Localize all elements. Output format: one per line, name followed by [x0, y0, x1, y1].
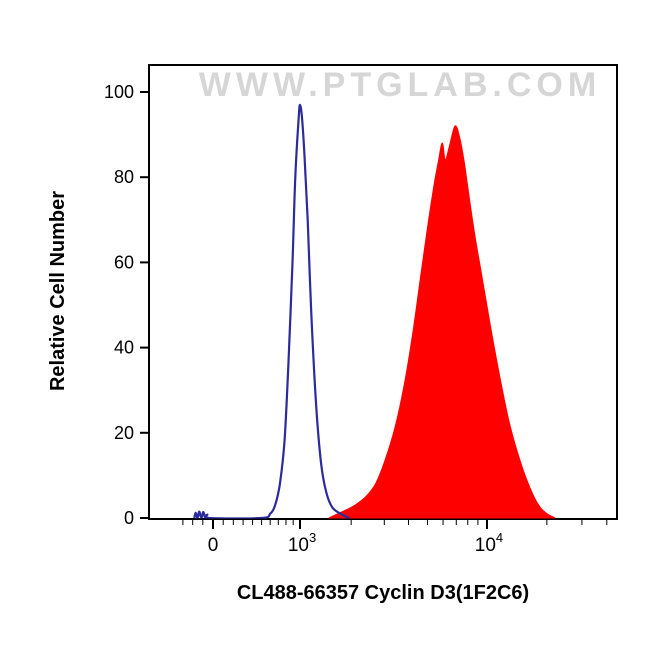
watermark: WWW.PTGLAB.COM	[198, 66, 602, 104]
filled-histogram-series	[328, 125, 556, 519]
x-axis-title: CL488-66357 Cyclin D3(1F2C6)	[236, 582, 530, 604]
plot-frame	[148, 64, 618, 520]
y-axis-title: Relative Cell Number	[47, 190, 69, 392]
x-axis-tick-label: 103	[288, 530, 316, 556]
y-axis-tick-label: 80	[114, 167, 134, 187]
y-axis-tick-label: 100	[104, 82, 134, 102]
y-axis-tick-label: 20	[114, 423, 134, 443]
y-axis-tick-label: 0	[124, 508, 134, 528]
open-histogram-series	[193, 103, 350, 519]
y-axis-tick-label: 60	[114, 252, 134, 272]
x-axis-tick-label: 104	[475, 530, 503, 556]
y-axis-tick-label: 40	[114, 338, 134, 358]
x-axis-tick-label: 0	[208, 535, 219, 556]
